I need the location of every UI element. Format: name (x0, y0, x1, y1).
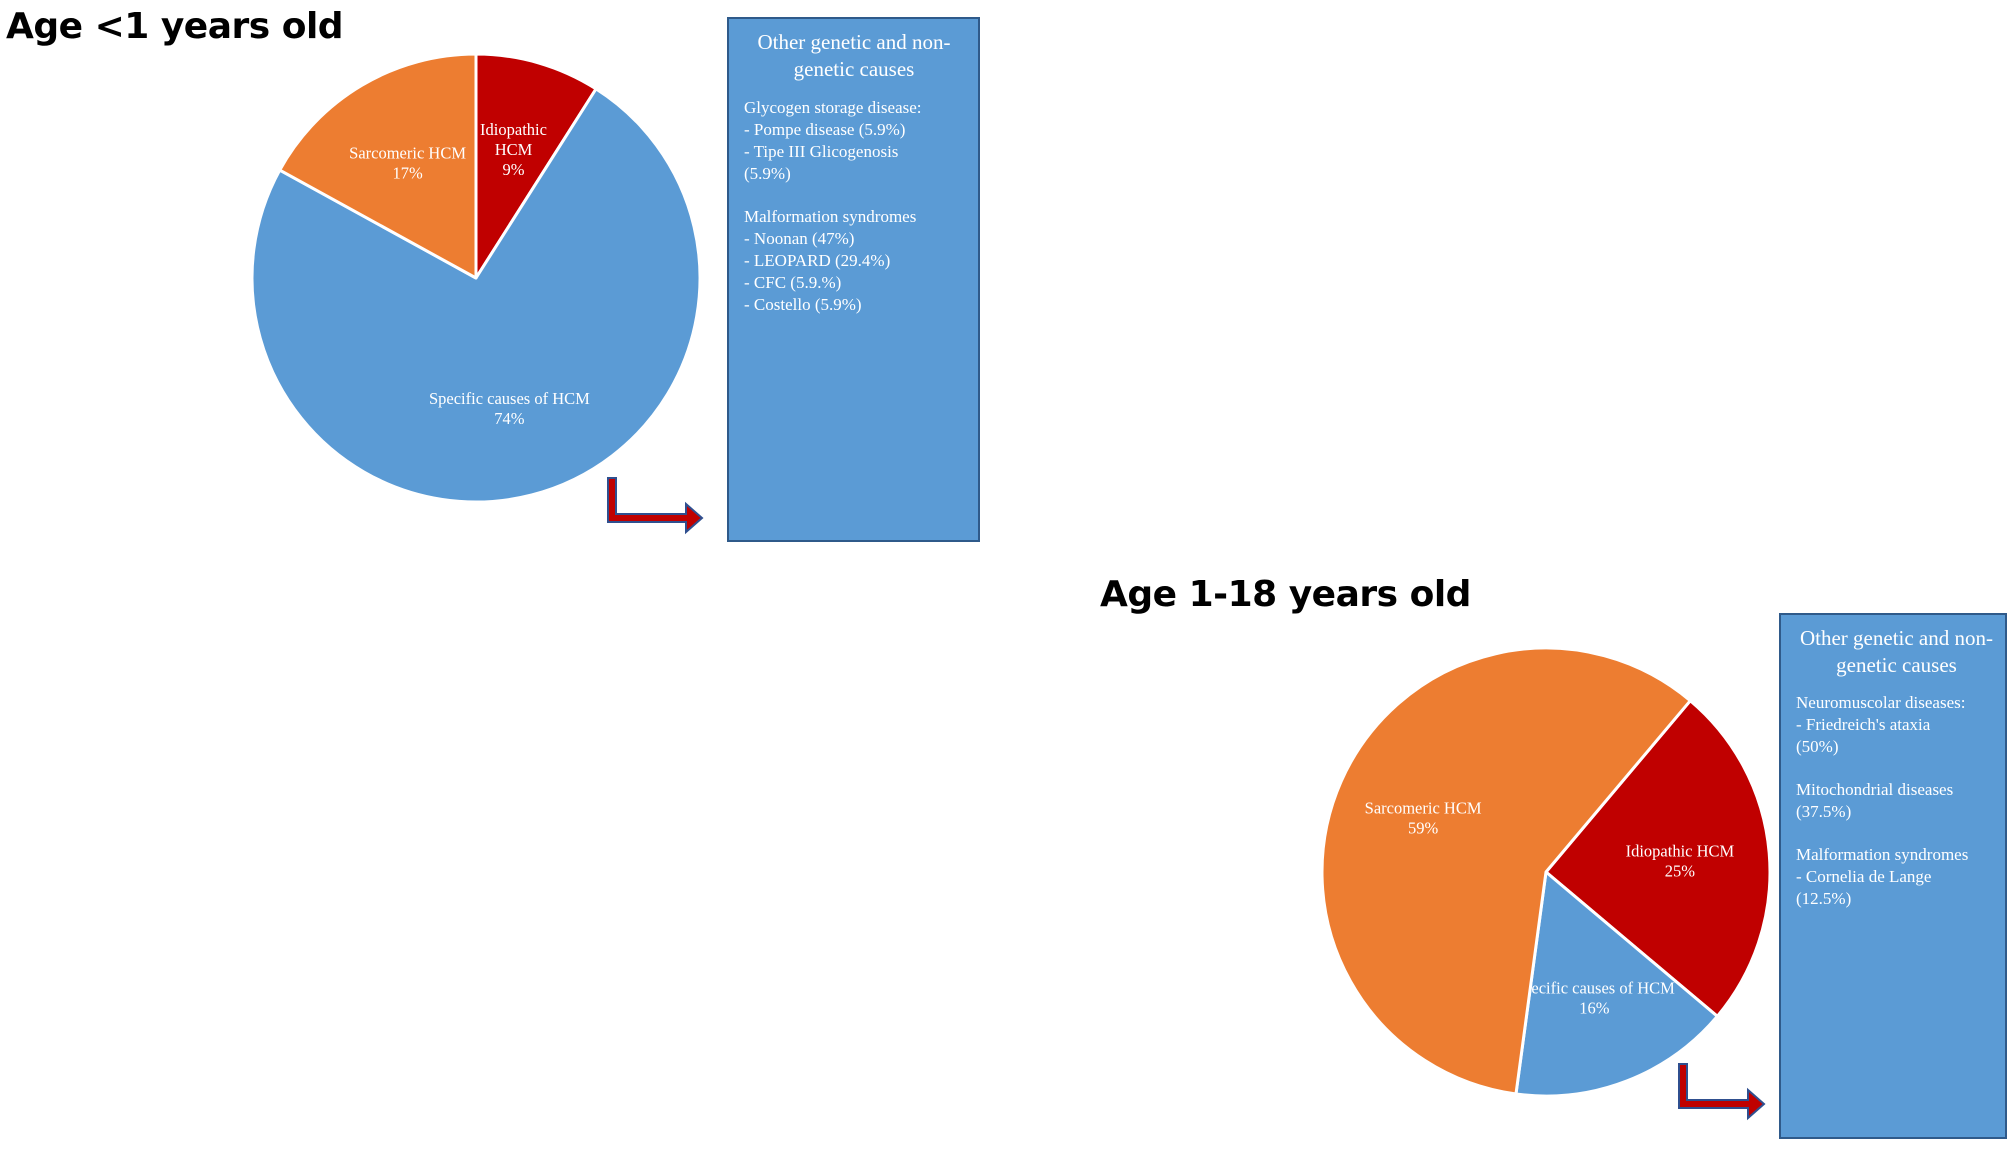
box-line: Malformation syndromes (1796, 845, 1969, 864)
box-group: Malformation syndromes - Noonan (47%) - LE… (744, 206, 964, 316)
pie-slice-specific-causes-of-hcm (1514, 870, 1719, 1098)
box-line: - LEOPARD (29.4%) (744, 251, 891, 270)
box-line: - Pompe disease (5.9%) (744, 120, 906, 139)
other-causes-box-infant: Other genetic and non-genetic causes Glyc… (727, 17, 980, 542)
box-line: - CFC (5.9.%) (744, 273, 842, 292)
box-group: Mitochondrial diseases (37.5%) (1796, 779, 1997, 823)
box-group: Glycogen storage disease: - Pompe disease… (744, 97, 964, 185)
box-line: (37.5%) (1796, 802, 1852, 821)
box-group: Malformation syndromes - Cornelia de Lang… (1796, 844, 1997, 910)
box-line: - Cornelia de Lange (1796, 867, 1932, 886)
box-line: - Friedreich's ataxia (1796, 715, 1931, 734)
box-line: Malformation syndromes (744, 207, 917, 226)
pie-label-sarcomeric-hcm: Sarcomeric HCM 17% (349, 143, 466, 182)
box-line: - Tipe III Glicogenosis (744, 142, 899, 161)
chart-title-children: Age 1-18 years old (1100, 574, 1471, 615)
box-line: (50%) (1796, 737, 1839, 756)
box-line: Neuromuscolar diseases: (1796, 693, 1966, 712)
pie-label-specific-causes-of-hcm: Specific causes of HCM 74% (429, 389, 590, 428)
box-line: (12.5%) (1796, 889, 1852, 908)
box-line: - Costello (5.9%) (744, 295, 862, 314)
pie-chart-children: Idiopathic HCM 25% Specific causes of HCM 1… (1320, 646, 1772, 1098)
box-line: Mitochondrial diseases (1796, 780, 1954, 799)
pie-label-idiopathic-hcm: Idiopathic HCM 25% (1626, 842, 1735, 881)
box-line: Glycogen storage disease: (744, 98, 922, 117)
box-title: Other genetic and non-genetic causes (757, 30, 951, 81)
pie-label-specific-causes-of-hcm: Specific causes of HCM 16% (1514, 978, 1675, 1017)
pie-slice-idiopathic-hcm (474, 52, 598, 280)
pie-label-idiopathic-hcm: Idiopathic HCM 9% (480, 120, 547, 179)
pie-slice-idiopathic-hcm (1544, 699, 1772, 1018)
pie-chart-infant: Idiopathic HCM 9% Specific causes of HCM 74%… (250, 52, 702, 504)
other-causes-box-children: Other genetic and non-genetic causes Neur… (1779, 613, 2007, 1139)
arrow-shape (607, 477, 704, 535)
chart-title-infant: Age <1 years old (6, 6, 344, 47)
pie-slice-sarcomeric-hcm (1320, 646, 1692, 1096)
box-line: - Noonan (47%) (744, 229, 855, 248)
box-line: (5.9%) (744, 164, 791, 183)
box-title: Other genetic and non-genetic causes (1799, 626, 1993, 677)
pie-slice-sarcomeric-hcm (278, 52, 478, 280)
box-group: Neuromuscolar diseases: - Friedreich's at… (1796, 692, 1997, 758)
arrow-right-icon (607, 477, 704, 535)
arrow-shape (1678, 1063, 1766, 1121)
arrow-right-icon (1678, 1063, 1766, 1121)
pie-slice-specific-causes-of-hcm (250, 87, 702, 504)
pie-label-sarcomeric-hcm: Sarcomeric HCM 59% (1365, 799, 1482, 838)
